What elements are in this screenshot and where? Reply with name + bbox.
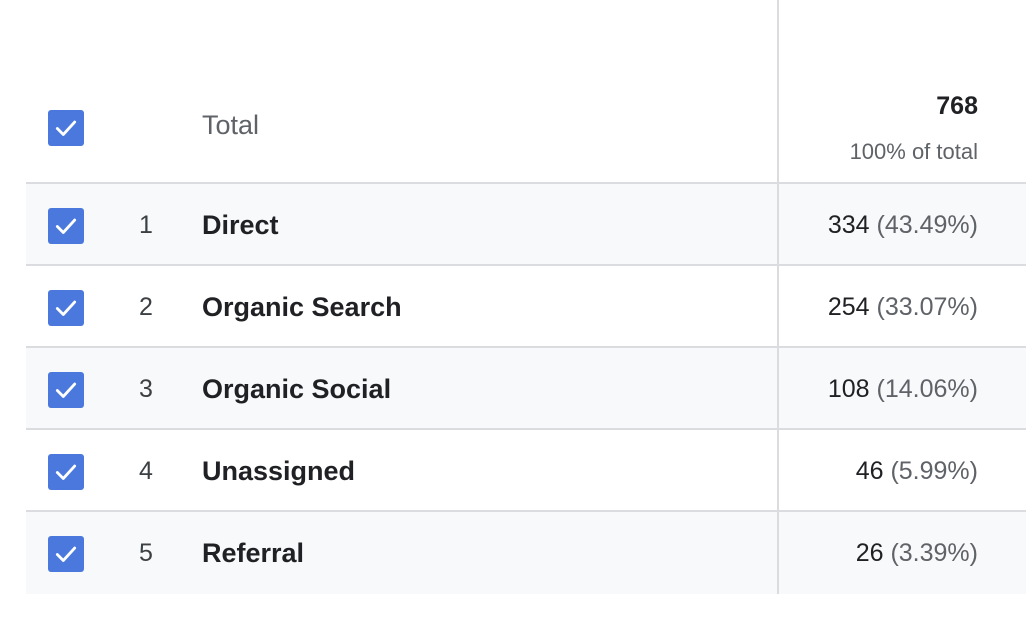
checkmark-icon [55, 546, 77, 562]
checkmark-icon [55, 300, 77, 316]
row-checkbox[interactable] [48, 208, 84, 244]
total-row: Total 768 100% of total [26, 0, 1026, 184]
column-divider [777, 0, 779, 594]
checkmark-icon [55, 382, 77, 398]
total-value: 768 [936, 92, 978, 120]
row-metric: 26 (3.39%) [856, 539, 978, 568]
row-metric: 334 (43.49%) [828, 211, 978, 240]
checkmark-icon [55, 218, 77, 234]
checkmark-icon [55, 120, 77, 136]
row-rank: 1 [139, 211, 153, 239]
row-value: 334 [827, 211, 870, 239]
row-metric: 46 (5.99%) [856, 457, 978, 486]
total-checkbox[interactable] [48, 110, 84, 146]
row-label: Organic Social [202, 374, 392, 404]
row-percent: (3.39%) [890, 539, 978, 567]
row-percent: (43.49%) [876, 211, 978, 239]
row-value: 26 [855, 539, 884, 567]
row-label: Direct [202, 210, 279, 240]
row-label: Unassigned [202, 456, 356, 486]
row-percent: (5.99%) [890, 457, 978, 485]
row-checkbox[interactable] [48, 454, 84, 490]
total-label: Total [202, 110, 260, 140]
table-row[interactable]: 5 Referral 26 (3.39%) [26, 512, 1026, 594]
row-percent: (14.06%) [876, 375, 978, 403]
row-percent: (33.07%) [876, 293, 978, 321]
channel-table: Total 768 100% of total 1 Direct 334 (43… [26, 0, 1026, 594]
row-metric: 254 (33.07%) [828, 293, 978, 322]
row-checkbox[interactable] [48, 290, 84, 326]
table-row[interactable]: 2 Organic Search 254 (33.07%) [26, 266, 1026, 348]
row-value: 254 [827, 293, 870, 321]
row-checkbox[interactable] [48, 536, 84, 572]
row-value: 46 [855, 457, 884, 485]
row-metric: 108 (14.06%) [828, 375, 978, 404]
row-checkbox[interactable] [48, 372, 84, 408]
table-row[interactable]: 1 Direct 334 (43.49%) [26, 184, 1026, 266]
row-rank: 5 [139, 539, 153, 567]
total-percent-label: 100% of total [849, 139, 978, 164]
row-value: 108 [827, 375, 870, 403]
row-label: Referral [202, 538, 305, 568]
checkmark-icon [55, 464, 77, 480]
row-rank: 4 [139, 457, 153, 485]
table-row[interactable]: 3 Organic Social 108 (14.06%) [26, 348, 1026, 430]
row-label: Organic Search [202, 292, 402, 322]
table-row[interactable]: 4 Unassigned 46 (5.99%) [26, 430, 1026, 512]
row-rank: 2 [139, 293, 153, 321]
row-rank: 3 [139, 375, 153, 403]
